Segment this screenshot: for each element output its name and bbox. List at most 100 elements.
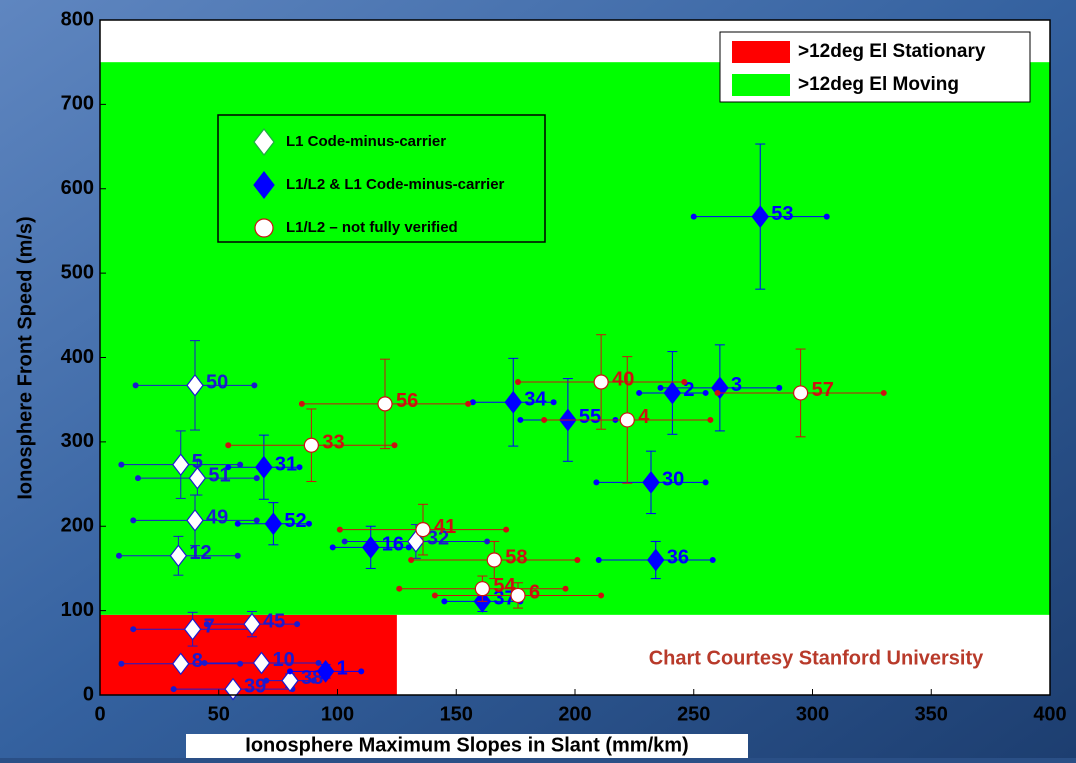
x-error-end bbox=[130, 517, 137, 524]
y-tick-label: 400 bbox=[61, 346, 94, 368]
point-label: 51 bbox=[208, 464, 230, 486]
point-label: 7 bbox=[204, 615, 215, 637]
x-error-end bbox=[776, 384, 783, 391]
x-error-end bbox=[118, 461, 125, 468]
x-error-end bbox=[203, 621, 210, 628]
point bbox=[252, 651, 271, 675]
x-error-end bbox=[541, 416, 548, 423]
x-error-end bbox=[116, 552, 122, 559]
point bbox=[243, 612, 261, 636]
x-error-end bbox=[391, 442, 398, 449]
point bbox=[486, 552, 502, 568]
x-error-end bbox=[657, 384, 664, 391]
x-error-end bbox=[253, 517, 260, 524]
x-error-end bbox=[517, 416, 524, 423]
x-error-end bbox=[234, 552, 241, 559]
point bbox=[316, 659, 335, 683]
x-error-end bbox=[251, 382, 258, 389]
x-error-end bbox=[823, 213, 830, 220]
x-error-end bbox=[484, 538, 491, 545]
point-label: 33 bbox=[322, 432, 344, 454]
x-error-end bbox=[315, 659, 322, 666]
point-label: 36 bbox=[667, 546, 689, 568]
y-tick-label: 500 bbox=[61, 261, 94, 283]
x-error-end bbox=[225, 464, 232, 471]
plot-frame bbox=[99, 19, 1051, 696]
point-label: 40 bbox=[612, 368, 634, 390]
x-error-end bbox=[515, 378, 521, 385]
x-error-end bbox=[396, 585, 403, 592]
x-error-end bbox=[310, 677, 317, 684]
x-error-end bbox=[234, 520, 241, 527]
x-error-end bbox=[336, 526, 343, 533]
x-error-end bbox=[469, 399, 476, 406]
point bbox=[281, 669, 299, 693]
x-tick-label: 50 bbox=[208, 703, 230, 725]
x-error-end bbox=[598, 592, 605, 599]
point-label: 31 bbox=[275, 453, 297, 475]
y-tick-label: 200 bbox=[61, 515, 94, 537]
x-error-end bbox=[550, 399, 557, 406]
point bbox=[188, 466, 207, 490]
x-tick-label: 150 bbox=[440, 703, 473, 725]
x-error-end bbox=[441, 598, 448, 605]
x-axis-label: Ionosphere Maximum Slopes in Slant (mm/k… bbox=[245, 734, 688, 756]
x-error-end bbox=[306, 520, 312, 527]
x-error-end bbox=[135, 475, 141, 482]
point-label: 39 bbox=[244, 675, 266, 697]
x-error-end bbox=[880, 389, 887, 396]
point bbox=[415, 522, 431, 538]
point-label: 32 bbox=[427, 528, 449, 550]
x-label-bg bbox=[186, 734, 748, 758]
region-legend-swatch bbox=[732, 74, 790, 96]
x-error-end bbox=[707, 416, 714, 423]
y-axis-label: Ionosphere Front Speed (m/s) bbox=[14, 216, 36, 499]
point-label: 12 bbox=[189, 542, 211, 564]
point bbox=[377, 396, 393, 412]
x-error-end bbox=[503, 526, 510, 533]
x-tick-label: 0 bbox=[94, 703, 105, 725]
point-label: 4 bbox=[638, 406, 650, 428]
point bbox=[751, 205, 770, 228]
x-error-end bbox=[225, 442, 232, 449]
legend-marker bbox=[254, 218, 274, 238]
x-tick-label: 250 bbox=[677, 703, 710, 725]
point bbox=[593, 374, 609, 390]
point bbox=[255, 455, 273, 479]
x-tick-label: 300 bbox=[796, 703, 829, 725]
point bbox=[169, 544, 188, 568]
x-error-end bbox=[636, 389, 643, 396]
x-error-end bbox=[118, 660, 125, 667]
x-error-end bbox=[298, 400, 305, 407]
region-legend-label: >12deg El Moving bbox=[798, 74, 959, 95]
point-label: 58 bbox=[505, 546, 527, 568]
x-tick-label: 200 bbox=[558, 703, 591, 725]
point bbox=[264, 512, 283, 536]
point bbox=[646, 548, 665, 572]
x-error-end bbox=[465, 400, 472, 407]
point bbox=[224, 677, 242, 701]
x-tick-label: 400 bbox=[1033, 703, 1066, 725]
point-label: 37 bbox=[493, 588, 515, 610]
x-error-end bbox=[296, 464, 303, 471]
x-tick-label: 350 bbox=[915, 703, 948, 725]
point-label: 2 bbox=[683, 379, 694, 401]
point-label: 3 bbox=[731, 374, 742, 396]
annotation: Chart Courtesy Stanford University bbox=[649, 647, 984, 669]
point bbox=[407, 530, 425, 553]
legend-marker bbox=[253, 171, 275, 199]
x-error-end bbox=[702, 389, 709, 396]
point bbox=[619, 412, 635, 428]
x-error-end bbox=[263, 677, 270, 684]
point-label: 30 bbox=[662, 469, 684, 491]
point-label: 56 bbox=[396, 390, 418, 412]
point bbox=[793, 385, 809, 401]
point bbox=[504, 390, 523, 414]
legend-label: L1/L2 & L1 Code-minus-carrier bbox=[286, 176, 505, 193]
y-tick-label: 700 bbox=[61, 93, 94, 115]
region-legend-swatch bbox=[732, 41, 790, 63]
point bbox=[642, 470, 660, 494]
point-label: 53 bbox=[771, 203, 793, 225]
point-label: 54 bbox=[493, 575, 516, 597]
